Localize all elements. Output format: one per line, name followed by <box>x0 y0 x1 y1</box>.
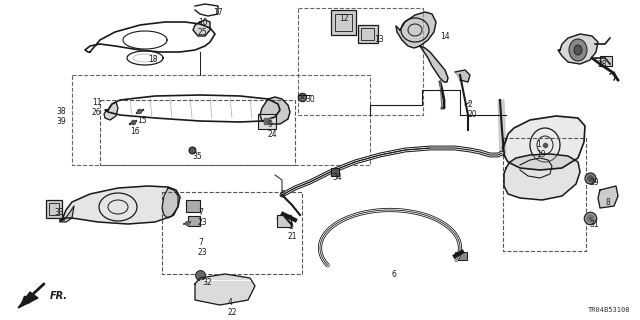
Polygon shape <box>60 186 180 224</box>
Polygon shape <box>558 34 598 64</box>
Text: 1
19: 1 19 <box>536 140 546 159</box>
Polygon shape <box>396 12 436 48</box>
Polygon shape <box>193 20 210 36</box>
Bar <box>335 14 352 31</box>
Text: 33: 33 <box>54 208 64 217</box>
Text: 2
20: 2 20 <box>468 100 477 119</box>
Text: 14: 14 <box>440 32 450 41</box>
Text: 29: 29 <box>589 178 598 187</box>
Text: 4
22: 4 22 <box>228 298 237 317</box>
Bar <box>46 200 62 218</box>
Ellipse shape <box>569 39 587 61</box>
Polygon shape <box>498 100 506 158</box>
Polygon shape <box>260 97 290 124</box>
Polygon shape <box>18 292 38 308</box>
Text: 38
39: 38 39 <box>56 107 66 126</box>
Text: 18: 18 <box>148 55 157 64</box>
Text: 16: 16 <box>130 127 140 136</box>
Bar <box>72 75 370 165</box>
Text: 8: 8 <box>605 198 610 207</box>
Text: TR04B53108: TR04B53108 <box>588 307 630 313</box>
Polygon shape <box>104 102 118 120</box>
Polygon shape <box>504 154 580 200</box>
Polygon shape <box>598 186 618 208</box>
Text: 17: 17 <box>213 8 223 17</box>
Polygon shape <box>455 70 470 82</box>
Text: 3
21: 3 21 <box>288 222 298 241</box>
Ellipse shape <box>574 45 582 55</box>
Text: 5: 5 <box>280 190 285 199</box>
Text: 11
26: 11 26 <box>92 98 102 117</box>
Text: 28: 28 <box>598 60 607 69</box>
Text: 35: 35 <box>192 152 202 161</box>
Text: FR.: FR. <box>50 291 68 301</box>
Text: 13: 13 <box>374 35 383 44</box>
Bar <box>258 114 276 129</box>
Polygon shape <box>162 188 178 218</box>
Bar <box>503 138 586 251</box>
Bar <box>361 28 374 40</box>
Bar <box>100 100 295 165</box>
Bar <box>186 200 200 212</box>
Bar <box>298 8 423 115</box>
Text: 10
25: 10 25 <box>198 18 207 37</box>
Text: 31: 31 <box>589 220 598 229</box>
Bar <box>162 192 302 274</box>
Text: 32: 32 <box>202 278 212 287</box>
Bar <box>277 215 291 227</box>
Text: 34: 34 <box>332 173 342 182</box>
Text: 30: 30 <box>305 95 315 104</box>
Bar <box>331 10 356 35</box>
Text: 15: 15 <box>137 116 147 125</box>
Text: 12: 12 <box>339 14 349 23</box>
Polygon shape <box>60 206 74 222</box>
Bar <box>277 215 291 226</box>
Bar <box>600 56 612 66</box>
Polygon shape <box>503 116 585 170</box>
Polygon shape <box>195 274 255 305</box>
Bar <box>358 25 378 43</box>
Text: 7
23: 7 23 <box>198 238 207 257</box>
Bar <box>49 203 59 215</box>
Polygon shape <box>420 46 448 82</box>
Text: 6: 6 <box>392 270 397 279</box>
Text: 7
23: 7 23 <box>198 208 207 227</box>
Bar <box>455 252 467 260</box>
Text: 9
24: 9 24 <box>267 120 276 139</box>
Bar <box>188 216 200 226</box>
